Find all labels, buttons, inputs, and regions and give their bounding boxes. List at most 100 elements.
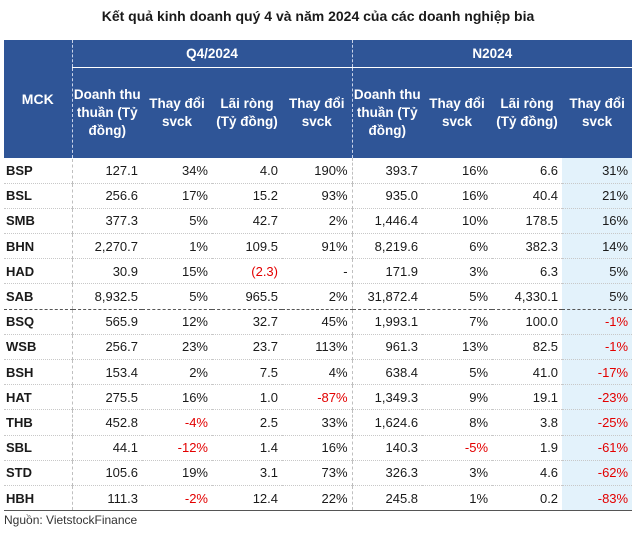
n2024-revenue-cell: 393.7 <box>351 158 423 184</box>
q4-revenue-cell: 153.4 <box>71 359 142 386</box>
q4-net-profit-cell: 3.1 <box>212 460 282 486</box>
table-row: HAD 30.9 15% (2.3) -171.9 3% 6.3 5% <box>4 258 633 285</box>
n2024-net-profit-change-cell: -1% <box>562 309 633 335</box>
n2024-revenue-change-cell: 8% <box>422 409 493 436</box>
header-n-profit: Lãi ròng (Tỷ đồng) <box>492 67 563 158</box>
q4-revenue-change-cell: 1% <box>142 233 212 260</box>
company-code-cell: STD <box>4 460 72 486</box>
n2024-net-profit-change-cell: 16% <box>562 208 633 235</box>
n2024-revenue-cell: 638.4 <box>351 359 423 386</box>
n2024-net-profit-change-cell: 14% <box>562 233 633 260</box>
q4-revenue-cell: 30.9 <box>71 258 142 285</box>
n2024-net-profit-cell: 82.5 <box>492 334 563 361</box>
company-code-cell: BSP <box>4 158 72 184</box>
n2024-revenue-cell: 140.3 <box>351 435 423 461</box>
n2024-net-profit-cell: 4,330.1 <box>492 283 563 310</box>
q4-revenue-change-cell: 34% <box>142 158 212 184</box>
q4-net-profit-cell: 1.0 <box>212 384 282 411</box>
company-code-cell: BSQ <box>4 309 72 335</box>
n2024-revenue-change-cell: 16% <box>422 158 493 184</box>
header-group-q4-2024: Q4/2024 <box>71 40 353 68</box>
q4-revenue-cell: 44.1 <box>71 435 142 461</box>
table-row: SBL 44.1 -12% 1.4 16% 140.3 -5% 1.9 -61% <box>4 435 633 461</box>
n2024-revenue-change-cell: 5% <box>422 359 493 386</box>
table-row: SMB 377.3 5% 42.7 2% 1,446.4 10% 178.5 16% <box>4 208 633 235</box>
q4-revenue-cell: 452.8 <box>71 409 142 436</box>
n2024-revenue-change-cell: 16% <box>422 183 493 209</box>
n2024-revenue-cell: 961.3 <box>351 334 423 361</box>
n2024-revenue-cell: 935.0 <box>351 183 423 209</box>
n2024-revenue-change-cell: 3% <box>422 460 493 486</box>
n2024-net-profit-change-cell: -1% <box>562 334 633 361</box>
n2024-revenue-cell: 1,349.3 <box>351 384 423 411</box>
q4-net-profit-change-cell: 113% <box>282 334 353 361</box>
q4-net-profit-cell: 15.2 <box>212 183 282 209</box>
n2024-revenue-change-cell: 1% <box>422 485 493 512</box>
table-row: BSQ 565.9 12% 32.7 45% 1,993.1 7% 100.0 -1% <box>4 309 633 335</box>
n2024-net-profit-cell: 40.4 <box>492 183 563 209</box>
table-row: THB 452.8 -4% 2.5 33% 1,624.6 8% 3.8 -25% <box>4 409 633 436</box>
n2024-revenue-cell: 245.8 <box>351 485 423 512</box>
q4-net-profit-cell: 1.4 <box>212 435 282 461</box>
n2024-net-profit-cell: 19.1 <box>492 384 563 411</box>
n2024-revenue-cell: 326.3 <box>351 460 423 486</box>
company-code-cell: HBH <box>4 485 72 512</box>
table-row: HBH 111.3 -2% 12.4 22% 245.8 1% 0.2 -83% <box>4 485 633 512</box>
results-table: MCK Q4/2024 N2024 Doanh thu thuần (Tỷ đồ… <box>4 40 633 512</box>
q4-net-profit-change-cell: 2% <box>282 208 353 235</box>
n2024-net-profit-cell: 382.3 <box>492 233 563 260</box>
q4-net-profit-cell: 109.5 <box>212 233 282 260</box>
q4-net-profit-change-cell: 22% <box>282 485 353 512</box>
q4-revenue-change-cell: 16% <box>142 384 212 411</box>
q4-revenue-cell: 256.7 <box>71 334 142 361</box>
q4-net-profit-change-cell: - <box>282 258 353 285</box>
q4-net-profit-cell: (2.3) <box>212 258 282 285</box>
company-code-cell: SMB <box>4 208 72 235</box>
q4-revenue-cell: 377.3 <box>71 208 142 235</box>
table-body: BSP 127.1 34% 4.0 190% 393.7 16% 6.6 31% BSL 256.6… <box>4 158 633 512</box>
n2024-revenue-change-cell: 3% <box>422 258 493 285</box>
q4-revenue-cell: 111.3 <box>71 485 142 512</box>
header-mck: MCK <box>4 40 72 159</box>
table-row: BSP 127.1 34% 4.0 190% 393.7 16% 6.6 31% <box>4 158 633 184</box>
n2024-net-profit-change-cell: 5% <box>562 283 633 310</box>
company-code-cell: SAB <box>4 283 72 310</box>
n2024-revenue-change-cell: 7% <box>422 309 493 335</box>
q4-revenue-change-cell: 17% <box>142 183 212 209</box>
q4-net-profit-cell: 965.5 <box>212 283 282 310</box>
n2024-revenue-cell: 8,219.6 <box>351 233 423 260</box>
n2024-net-profit-cell: 178.5 <box>492 208 563 235</box>
header-q-profit: Lãi ròng (Tỷ đồng) <box>212 67 282 158</box>
table-row: WSB 256.7 23% 23.7 113% 961.3 13% 82.5 -1% <box>4 334 633 361</box>
q4-revenue-change-cell: -2% <box>142 485 212 512</box>
n2024-revenue-cell: 1,446.4 <box>351 208 423 235</box>
q4-net-profit-cell: 7.5 <box>212 359 282 386</box>
company-code-cell: BSH <box>4 359 72 386</box>
q4-net-profit-change-cell: 33% <box>282 409 353 436</box>
company-code-cell: BSL <box>4 183 72 209</box>
n2024-net-profit-cell: 1.9 <box>492 435 563 461</box>
n2024-net-profit-change-cell: -25% <box>562 409 633 436</box>
header-q-profit-change: Thay đổi svck <box>282 67 353 158</box>
q4-revenue-cell: 275.5 <box>71 384 142 411</box>
q4-net-profit-cell: 2.5 <box>212 409 282 436</box>
q4-revenue-change-cell: 2% <box>142 359 212 386</box>
q4-net-profit-cell: 32.7 <box>212 309 282 335</box>
company-code-cell: THB <box>4 409 72 436</box>
n2024-net-profit-cell: 6.6 <box>492 158 563 184</box>
n2024-net-profit-cell: 3.8 <box>492 409 563 436</box>
n2024-net-profit-cell: 4.6 <box>492 460 563 486</box>
n2024-net-profit-change-cell: -17% <box>562 359 633 386</box>
q4-revenue-change-cell: 5% <box>142 283 212 310</box>
n2024-net-profit-cell: 100.0 <box>492 309 563 335</box>
table-row: STD 105.6 19% 3.1 73% 326.3 3% 4.6 -62% <box>4 460 633 486</box>
q4-revenue-change-cell: 19% <box>142 460 212 486</box>
q4-net-profit-change-cell: 4% <box>282 359 353 386</box>
n2024-net-profit-cell: 0.2 <box>492 485 563 512</box>
company-code-cell: BHN <box>4 233 72 260</box>
n2024-revenue-cell: 1,993.1 <box>351 309 423 335</box>
n2024-revenue-change-cell: 10% <box>422 208 493 235</box>
q4-net-profit-change-cell: 93% <box>282 183 353 209</box>
company-code-cell: WSB <box>4 334 72 361</box>
n2024-revenue-change-cell: 13% <box>422 334 493 361</box>
